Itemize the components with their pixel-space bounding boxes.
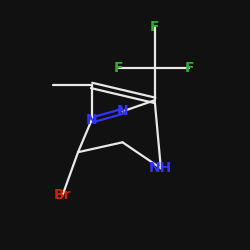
Text: F: F	[150, 20, 160, 34]
Text: Br: Br	[54, 188, 72, 202]
Text: N: N	[117, 104, 128, 118]
Text: N: N	[86, 113, 98, 127]
Text: F: F	[184, 61, 194, 75]
Text: F: F	[114, 61, 124, 75]
Text: NH: NH	[149, 161, 172, 175]
